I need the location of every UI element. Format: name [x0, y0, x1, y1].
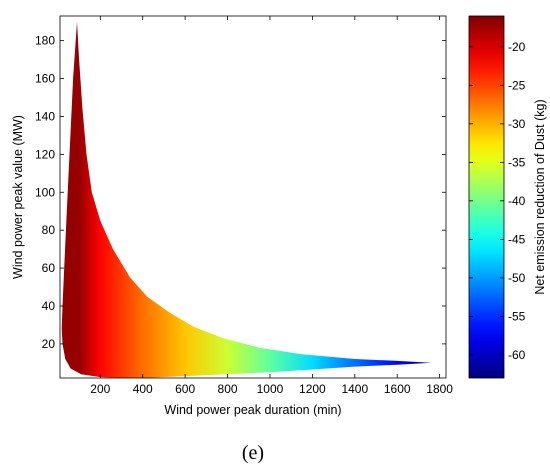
colorbar-tick-label: -55	[508, 309, 526, 323]
colorbar-tick-label: -40	[508, 194, 526, 208]
surface-region	[61, 21, 432, 378]
y-tick-label: 20	[42, 337, 56, 351]
y-axis-title: Wind power peak value (MW)	[11, 115, 25, 279]
figure-caption: (e)	[242, 442, 264, 464]
colorbar-tick-label: -50	[508, 271, 526, 285]
y-tick-label: 60	[42, 261, 56, 275]
y-tick-label: 180	[35, 34, 55, 48]
x-tick-label: 1000	[257, 382, 284, 396]
y-tick-label: 80	[42, 223, 56, 237]
x-axis-ticks: 200 400 600 800 1000 1200 1400 1600 1800	[90, 16, 453, 396]
x-axis-title: Wind power peak duration (min)	[164, 403, 341, 417]
plot-frame	[59, 15, 447, 379]
x-tick-label: 1800	[426, 382, 453, 396]
colorbar-ticks: -20 -25 -30 -35 -40 -45 -50 -55 -60	[469, 40, 526, 362]
x-tick-label: 600	[175, 382, 195, 396]
x-tick-label: 800	[218, 382, 238, 396]
colorbar-tick-label: -60	[508, 348, 526, 362]
colorbar	[469, 16, 504, 378]
colorbar-tick-label: -35	[508, 155, 526, 169]
colorbar-title: Net emission reduction of Dust (kg)	[533, 99, 547, 294]
y-tick-label: 160	[35, 72, 55, 86]
x-tick-label: 1200	[299, 382, 326, 396]
x-tick-label: 400	[133, 382, 153, 396]
x-tick-label: 1600	[384, 382, 411, 396]
y-tick-label: 40	[42, 299, 56, 313]
colorbar-frame	[468, 15, 505, 379]
y-tick-label: 100	[35, 185, 55, 199]
x-tick-label: 200	[90, 382, 110, 396]
colorbar-tick-label: -20	[508, 40, 526, 54]
colorbar-tick-label: -25	[508, 78, 526, 92]
colorbar-tick-label: -30	[508, 117, 526, 131]
y-tick-label: 120	[35, 147, 55, 161]
y-axis-ticks: 20 40 60 80 100 120 140 160 180	[35, 34, 446, 351]
x-tick-label: 1400	[341, 382, 368, 396]
colorbar-tick-label: -45	[508, 232, 526, 246]
y-tick-label: 140	[35, 109, 55, 123]
